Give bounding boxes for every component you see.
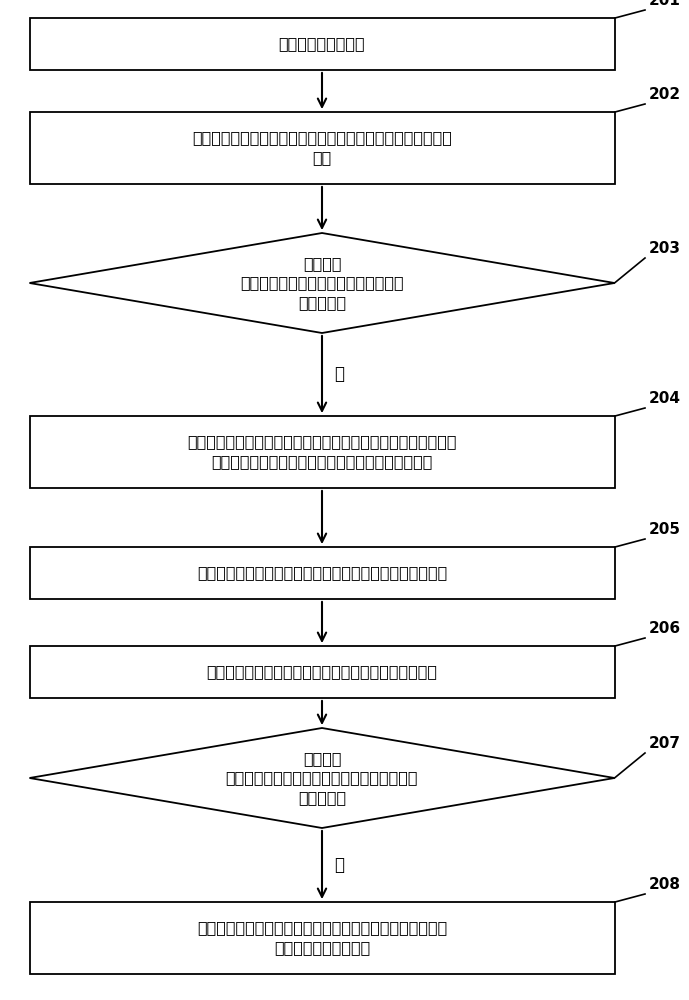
Text: 205: 205	[649, 522, 681, 537]
Text: 检测所述
第二位置参数包括的数值是否处于预设的数值
区间范围内: 检测所述 第二位置参数包括的数值是否处于预设的数值 区间范围内	[226, 751, 418, 805]
Text: 202: 202	[649, 87, 681, 102]
Bar	[30, 646, 615, 698]
Text: 当接收到对拍摄图像的对焦指令时，获取对焦马达的第一位置
参数: 当接收到对拍摄图像的对焦指令时，获取对焦马达的第一位置 参数	[192, 131, 452, 165]
Text: 从所述电流补偿数据库中查找出与所述第一位置参数相匹配的位
置参数，以及确定出与该位置参数对应的电流补偿值: 从所述电流补偿数据库中查找出与所述第一位置参数相匹配的位 置参数，以及确定出与该…	[187, 435, 457, 469]
Text: 206: 206	[649, 621, 681, 636]
Bar	[30, 547, 615, 599]
Text: 203: 203	[649, 241, 681, 256]
Bar	[30, 112, 615, 184]
Text: 预置电流补偿数据库: 预置电流补偿数据库	[278, 36, 365, 51]
Text: 207: 207	[649, 736, 681, 751]
Bar	[30, 902, 615, 974]
Text: 201: 201	[649, 0, 681, 8]
Text: 208: 208	[649, 877, 681, 892]
Text: 获取进行所述电流补偿后所述对焦马达的第二位置参数: 获取进行所述电流补偿后所述对焦马达的第二位置参数	[207, 664, 438, 680]
Text: 按照确定出的所述电流补偿值对马达的电流值进行电流补偿: 按照确定出的所述电流补偿值对马达的电流值进行电流补偿	[197, 566, 447, 580]
Text: 是: 是	[334, 365, 344, 383]
Bar	[30, 416, 615, 488]
Polygon shape	[30, 728, 615, 828]
Text: 检测所述
第一位置参数包括的数值是否低于预设
的焦点阈值: 检测所述 第一位置参数包括的数值是否低于预设 的焦点阈值	[240, 256, 404, 310]
Polygon shape	[30, 233, 615, 333]
Text: 是: 是	[334, 856, 344, 874]
Text: 204: 204	[649, 391, 681, 406]
Bar	[30, 18, 615, 70]
Text: 确定所述第二位置参数所指示的位置为合焦位置，并确定对
所述拍摄图像对焦成功: 确定所述第二位置参数所指示的位置为合焦位置，并确定对 所述拍摄图像对焦成功	[197, 921, 447, 955]
